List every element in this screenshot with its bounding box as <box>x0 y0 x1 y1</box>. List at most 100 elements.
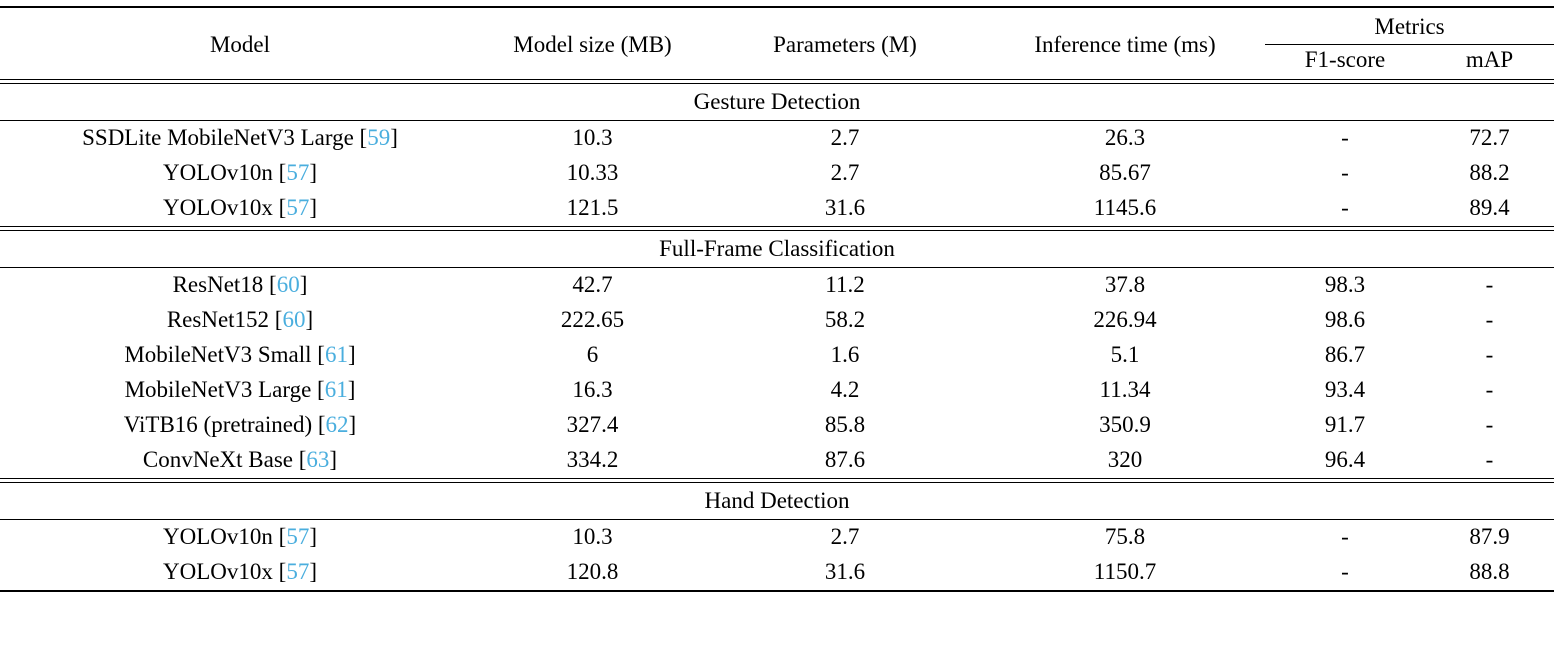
citation-link[interactable]: 57 <box>286 195 310 220</box>
citation-link[interactable]: 60 <box>282 307 306 332</box>
model-size-value: 42.7 <box>572 272 613 297</box>
column-header-parameters: Parameters (M) <box>773 31 917 57</box>
column-header-f1-score: F1-score <box>1304 47 1386 72</box>
inference-time-value: 75.8 <box>1104 524 1146 549</box>
f1-score-value: 98.6 <box>1324 307 1366 332</box>
model-size-value: 327.4 <box>566 412 619 437</box>
parameters-value: 85.8 <box>824 412 866 437</box>
model-size-value: 120.8 <box>566 559 619 584</box>
inference-time-value: 350.9 <box>1099 412 1151 437</box>
f1-score-value: 86.7 <box>1324 342 1366 367</box>
citation-link[interactable]: 57 <box>286 160 310 185</box>
table-row: YOLOv10x [57] 121.5 31.6 1145.6 - 89.4 <box>0 191 1554 227</box>
model-name: YOLOv10x [57] <box>163 559 317 584</box>
model-comparison-table: Model Model size (MB) Parameters (M) Inf… <box>0 6 1554 592</box>
table-row: ViTB16 (pretrained) [62] 327.4 85.8 350.9 91… <box>0 408 1554 443</box>
citation-link[interactable]: 60 <box>276 272 300 297</box>
model-name: MobileNetV3 Small [61] <box>124 342 356 367</box>
column-header-model: Model <box>209 31 271 57</box>
model-name: YOLOv10x [57] <box>163 195 317 220</box>
citation-link[interactable]: 62 <box>325 412 349 437</box>
table-row: YOLOv10n [57] 10.33 2.7 85.67 - 88.2 <box>0 156 1554 191</box>
model-name: ResNet18 [60] <box>172 272 308 297</box>
header-row-2: F1-score mAP <box>0 45 1554 80</box>
section-title-row: Hand Detection <box>0 482 1554 520</box>
column-header-map: mAP <box>1465 47 1514 72</box>
table-row: SSDLite MobileNetV3 Large [59] 10.3 2.7 26.… <box>0 121 1554 157</box>
inference-time-value: 1145.6 <box>1093 195 1157 220</box>
section-title-row: Full-Frame Classification <box>0 230 1554 268</box>
table-row: ConvNeXt Base [63] 334.2 87.6 320 96.4 - <box>0 443 1554 479</box>
column-header-model-size: Model size (MB) <box>513 31 672 57</box>
citation-link[interactable]: 61 <box>324 342 348 367</box>
map-value: - <box>1485 272 1494 297</box>
citation-link[interactable]: 61 <box>324 377 348 402</box>
model-size-value: 16.3 <box>572 377 613 402</box>
inference-time-value: 11.34 <box>1099 377 1151 402</box>
f1-score-value: - <box>1341 524 1349 549</box>
model-name: MobileNetV3 Large [61] <box>124 377 356 402</box>
section-title: Hand Detection <box>0 482 1554 520</box>
model-name: SSDLite MobileNetV3 Large [59] <box>82 125 398 150</box>
double-rule <box>0 79 1554 84</box>
inference-time-value: 85.67 <box>1099 160 1151 185</box>
table-row: ResNet152 [60] 222.65 58.2 226.94 98.6 - <box>0 303 1554 338</box>
inference-time-value: 5.1 <box>1110 342 1140 367</box>
map-value: - <box>1485 307 1494 332</box>
inference-time-value: 26.3 <box>1104 125 1146 150</box>
parameters-value: 2.7 <box>830 524 860 549</box>
parameters-value: 31.6 <box>824 195 866 220</box>
header-row-1: Model Model size (MB) Parameters (M) Inf… <box>0 7 1554 57</box>
map-value: 72.7 <box>1469 125 1510 150</box>
column-header-metrics: Metrics <box>1265 7 1554 45</box>
table-body: Gesture Detection SSDLite MobileNetV3 Lar… <box>0 79 1554 592</box>
column-header-inference-time: Inference time (ms) <box>1034 31 1216 57</box>
model-name: ConvNeXt Base [63] <box>142 447 338 472</box>
f1-score-value: - <box>1341 125 1349 150</box>
f1-score-value: 93.4 <box>1324 377 1366 402</box>
table-row: YOLOv10n [57] 10.3 2.7 75.8 - 87.9 <box>0 520 1554 556</box>
model-name: YOLOv10n [57] <box>163 160 317 185</box>
parameters-value: 31.6 <box>824 559 866 584</box>
table-header: Model Model size (MB) Parameters (M) Inf… <box>0 7 1554 80</box>
table-row: MobileNetV3 Small [61] 6 1.6 5.1 86.7 - <box>0 338 1554 373</box>
parameters-value: 2.7 <box>830 125 860 150</box>
inference-time-value: 226.94 <box>1093 307 1157 332</box>
model-size-value: 222.65 <box>560 307 625 332</box>
citation-link[interactable]: 63 <box>306 447 330 472</box>
f1-score-value: - <box>1341 195 1349 220</box>
results-table-container: Model Model size (MB) Parameters (M) Inf… <box>0 6 1554 592</box>
table-row: ResNet18 [60] 42.7 11.2 37.8 98.3 - <box>0 268 1554 304</box>
inference-time-value: 320 <box>1107 447 1143 472</box>
model-name: YOLOv10n [57] <box>163 524 317 549</box>
f1-score-value: 91.7 <box>1324 412 1366 437</box>
map-value: - <box>1485 342 1494 367</box>
f1-score-value: 96.4 <box>1324 447 1366 472</box>
citation-link[interactable]: 57 <box>286 559 310 584</box>
map-value: 88.8 <box>1469 559 1510 584</box>
map-value: 89.4 <box>1469 195 1510 220</box>
map-value: - <box>1485 377 1494 402</box>
model-size-value: 10.3 <box>572 524 613 549</box>
model-name: ViTB16 (pretrained) [62] <box>123 412 357 437</box>
inference-time-value: 37.8 <box>1104 272 1146 297</box>
citation-link[interactable]: 59 <box>367 125 391 150</box>
citation-link[interactable]: 57 <box>286 524 310 549</box>
map-value: - <box>1485 447 1494 472</box>
map-value: 88.2 <box>1469 160 1510 185</box>
table-row: YOLOv10x [57] 120.8 31.6 1150.7 - 88.8 <box>0 555 1554 591</box>
double-rule <box>0 226 1554 231</box>
parameters-value: 4.2 <box>830 377 860 402</box>
model-size-value: 10.33 <box>566 160 619 185</box>
model-size-value: 6 <box>586 342 599 367</box>
map-value: 87.9 <box>1469 524 1510 549</box>
parameters-value: 87.6 <box>824 447 866 472</box>
parameters-value: 11.2 <box>825 272 865 297</box>
map-value: - <box>1485 412 1494 437</box>
model-size-value: 10.3 <box>572 125 613 150</box>
parameters-value: 1.6 <box>830 342 860 367</box>
model-size-value: 121.5 <box>566 195 619 220</box>
f1-score-value: - <box>1341 160 1349 185</box>
section-title-row: Gesture Detection <box>0 83 1554 121</box>
section-title: Gesture Detection <box>0 83 1554 121</box>
